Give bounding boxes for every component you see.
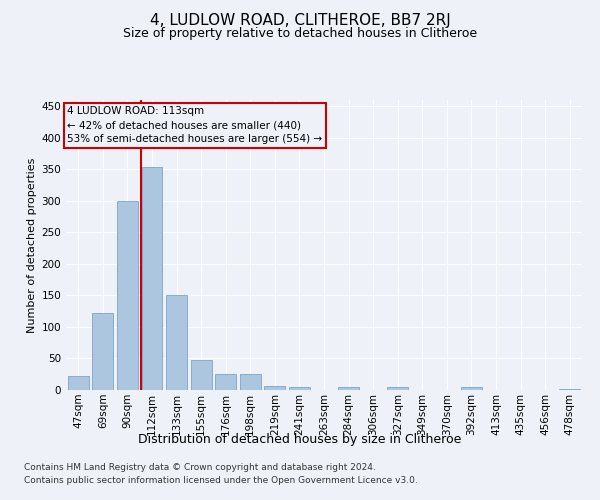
Bar (240, 374, 261, 390)
Text: Contains public sector information licensed under the Open Government Licence v3: Contains public sector information licen… (24, 476, 418, 485)
Text: 4, LUDLOW ROAD, CLITHEROE, BB7 2RJ: 4, LUDLOW ROAD, CLITHEROE, BB7 2RJ (149, 12, 451, 28)
Bar (92, 313, 113, 390)
Y-axis label: Number of detached properties: Number of detached properties (27, 158, 37, 332)
Text: Distribution of detached houses by size in Clitheroe: Distribution of detached houses by size … (139, 432, 461, 446)
Bar (68, 376, 89, 390)
Bar (117, 201, 138, 390)
Bar (166, 296, 187, 390)
Bar (265, 386, 286, 390)
Bar (338, 387, 359, 390)
Bar (289, 387, 310, 390)
Bar (559, 388, 580, 390)
Text: Size of property relative to detached houses in Clitheroe: Size of property relative to detached ho… (123, 28, 477, 40)
Bar (191, 360, 212, 390)
Bar (142, 168, 163, 390)
Bar (387, 387, 408, 390)
Bar (215, 374, 236, 390)
Bar (461, 387, 482, 390)
Text: Contains HM Land Registry data © Crown copyright and database right 2024.: Contains HM Land Registry data © Crown c… (24, 462, 376, 471)
Text: 4 LUDLOW ROAD: 113sqm
← 42% of detached houses are smaller (440)
53% of semi-det: 4 LUDLOW ROAD: 113sqm ← 42% of detached … (67, 106, 322, 144)
